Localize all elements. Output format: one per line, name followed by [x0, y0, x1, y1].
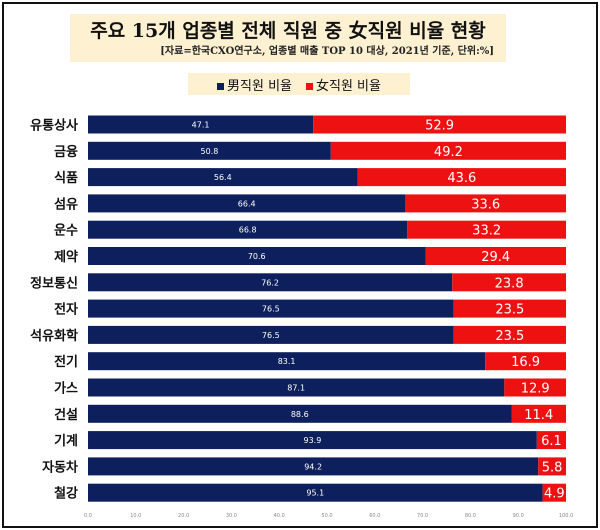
data-label-male: 93.9: [304, 436, 322, 445]
bar-female: [453, 325, 566, 344]
data-label-male: 66.4: [238, 199, 256, 208]
title-box: 주요 15개 업종별 전체 직원 중 女직원 비율 현황 [자료=한국CXO연구…: [70, 14, 506, 62]
category-label: 전자: [54, 302, 78, 318]
legend-item-male: 男직원 비율: [217, 75, 292, 94]
bar-male: [88, 168, 358, 187]
data-label-male: 76.5: [262, 305, 280, 314]
data-label-male: 83.1: [278, 357, 296, 366]
data-label-female: 11.4: [524, 408, 553, 423]
bar-female: [407, 220, 566, 239]
data-label-male: 47.1: [192, 121, 210, 130]
bar-female: [538, 457, 566, 476]
data-label-male: 70.6: [248, 252, 266, 261]
data-label-female: 5.8: [542, 460, 563, 475]
bar-female: [313, 115, 566, 134]
bar-male: [88, 404, 512, 423]
x-tick-label: 0.0: [84, 513, 92, 519]
category-label: 유통상사: [30, 118, 78, 134]
legend-swatch-female: [306, 82, 313, 90]
category-label: 기계: [54, 434, 78, 449]
data-label-female: 43.6: [447, 171, 476, 186]
category-label: 자동차: [42, 459, 78, 475]
bar-male: [88, 431, 537, 450]
data-label-female: 12.9: [521, 382, 550, 397]
data-label-male: 76.5: [262, 331, 280, 340]
bar-male: [88, 273, 453, 292]
category-label: 섬유: [54, 197, 78, 212]
x-tick-label: 50.0: [321, 513, 332, 519]
bar-female: [425, 247, 566, 265]
category-label: 철강: [54, 486, 78, 502]
bar-male: [88, 352, 486, 371]
bar-female: [542, 483, 566, 502]
bar-female: [452, 273, 566, 292]
data-label-female: 23.5: [495, 329, 524, 344]
data-label-female: 23.8: [495, 276, 524, 291]
data-label-female: 49.2: [434, 145, 463, 160]
category-label: 정보통신: [30, 275, 78, 291]
category-label: 가스: [54, 382, 78, 397]
category-label: 전기: [54, 354, 78, 370]
bar-female: [511, 404, 566, 423]
data-label-female: 6.1: [541, 434, 562, 449]
data-label-male: 87.1: [287, 384, 305, 393]
x-tick-label: 90.0: [513, 513, 524, 519]
x-tick-label: 20.0: [178, 513, 189, 519]
bar-male: [88, 325, 454, 344]
x-tick-label: 100.0: [559, 513, 573, 519]
bar-male: [88, 457, 539, 476]
bar-male: [88, 483, 543, 502]
data-label-female: 33.2: [472, 224, 501, 239]
category-label: 석유화학: [30, 328, 78, 344]
data-label-female: 52.9: [425, 119, 454, 134]
data-label-female: 4.9: [544, 487, 565, 502]
data-label-female: 29.4: [481, 250, 510, 265]
legend-swatch-male: [217, 82, 225, 90]
bar-male: [88, 141, 331, 160]
bar-female: [485, 352, 566, 371]
x-tick-label: 70.0: [417, 513, 428, 519]
data-label-male: 50.8: [201, 147, 219, 156]
category-label: 운수: [54, 224, 78, 239]
chart-title: 주요 15개 업종별 전체 직원 중 女직원 비율 현황: [90, 20, 486, 42]
bar-female: [405, 194, 566, 213]
bar-female: [330, 141, 566, 160]
chart-subtitle: [자료=한국CXO연구소, 업종별 매출 TOP 10 대상, 2021년 기준…: [160, 46, 494, 57]
data-label-male: 95.1: [306, 489, 324, 498]
bar-female: [453, 299, 566, 318]
x-tick-label: 10.0: [130, 513, 141, 519]
data-label-male: 56.4: [214, 173, 232, 182]
legend-label-female: 女직원 비율: [316, 78, 381, 94]
x-tick-label: 80.0: [465, 513, 476, 519]
legend: 男직원 비율 女직원 비율: [188, 73, 410, 95]
x-tick-label: 40.0: [274, 513, 285, 519]
category-label: 식품: [54, 170, 78, 186]
data-label-male: 76.2: [261, 278, 279, 287]
data-label-male: 88.6: [291, 410, 309, 419]
bar-female: [357, 168, 566, 187]
bar-male: [88, 194, 406, 213]
legend-label-male: 男직원 비율: [227, 78, 292, 94]
category-label: 금융: [54, 144, 78, 160]
data-label-male: 94.2: [304, 462, 322, 471]
data-label-female: 16.9: [511, 355, 540, 370]
data-label-female: 23.5: [495, 303, 524, 318]
bar-female: [536, 431, 566, 450]
legend-item-female: 女직원 비율: [306, 75, 381, 94]
bar-male: [88, 115, 314, 134]
bar-male: [88, 220, 408, 239]
data-label-male: 66.8: [239, 226, 257, 235]
x-tick-label: 30.0: [226, 513, 237, 519]
data-label-female: 33.6: [471, 197, 500, 212]
bar-male: [88, 378, 505, 397]
bar-male: [88, 299, 454, 318]
x-tick-label: 60.0: [369, 513, 380, 519]
bar-male: [88, 247, 426, 265]
category-label: 제약: [54, 249, 78, 265]
category-label: 건설: [54, 407, 78, 423]
bar-female: [504, 378, 566, 397]
